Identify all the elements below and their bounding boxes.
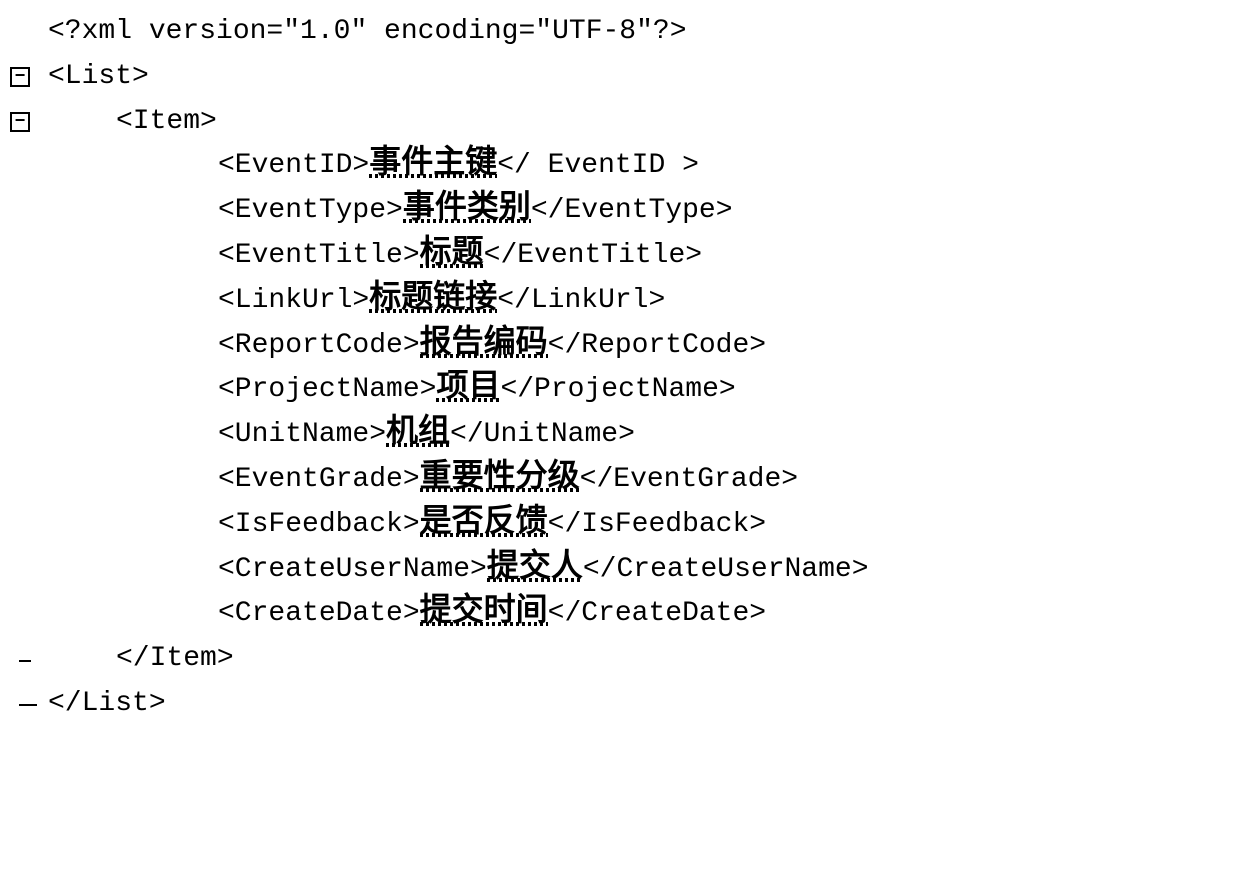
- open-tag: <IsFeedback>: [218, 509, 420, 540]
- xml-field: <CreateDate>提交时间</CreateDate>: [48, 592, 766, 637]
- open-tag: <LinkUrl>: [218, 285, 369, 316]
- xml-field-line: <EventGrade>重要性分级</EventGrade>: [10, 458, 1229, 503]
- item-close-tag: </Item>: [48, 637, 234, 682]
- fold-toggle-list[interactable]: −: [10, 67, 30, 87]
- fold-toggle-item[interactable]: −: [10, 112, 30, 132]
- close-tag: </CreateUserName>: [583, 554, 869, 585]
- xml-field-line: <IsFeedback>是否反馈</IsFeedback>: [10, 503, 1229, 548]
- xml-field-line: <ProjectName>项目</ProjectName>: [10, 368, 1229, 413]
- open-tag: <EventType>: [218, 195, 403, 226]
- xml-field-line: <CreateUserName>提交人</CreateUserName>: [10, 548, 1229, 593]
- open-tag: <ProjectName>: [218, 374, 436, 405]
- xml-field: <IsFeedback>是否反馈</IsFeedback>: [48, 503, 766, 548]
- close-tag: </ProjectName>: [500, 374, 735, 405]
- field-value: 事件主键: [369, 145, 497, 177]
- xml-field-line: <LinkUrl>标题链接</LinkUrl>: [10, 279, 1229, 324]
- open-tag: <EventGrade>: [218, 464, 420, 495]
- xml-field: <ReportCode>报告编码</ReportCode>: [48, 324, 766, 369]
- open-tag: <CreateDate>: [218, 598, 420, 629]
- xml-field-line: <UnitName>机组</UnitName>: [10, 413, 1229, 458]
- close-tag: </EventType>: [531, 195, 733, 226]
- field-value: 提交人: [487, 549, 583, 581]
- item-open-tag: <Item>: [48, 100, 217, 145]
- xml-field: <EventTitle>标题</EventTitle>: [48, 234, 702, 279]
- xml-field: <ProjectName>项目</ProjectName>: [48, 368, 736, 413]
- list-close-tag: </List>: [48, 682, 166, 727]
- field-value: 重要性分级: [420, 459, 580, 491]
- field-value: 标题链接: [369, 280, 497, 312]
- field-value: 项目: [436, 369, 500, 401]
- item-open-line: −<Item>: [10, 100, 1229, 145]
- open-tag: <EventID>: [218, 150, 369, 181]
- list-open-tag: <List>: [48, 55, 149, 100]
- close-tag: </ EventID >: [497, 150, 699, 181]
- item-close-line: </Item>: [10, 637, 1229, 682]
- open-tag: <CreateUserName>: [218, 554, 487, 585]
- field-value: 报告编码: [420, 325, 548, 357]
- xml-field: <EventType>事件类别</EventType>: [48, 189, 733, 234]
- xml-editor: <?xml version="1.0" encoding="UTF-8"?>−<…: [10, 10, 1229, 727]
- xml-field-line: <ReportCode>报告编码</ReportCode>: [10, 324, 1229, 369]
- close-tag: </IsFeedback>: [548, 509, 766, 540]
- field-value: 机组: [386, 414, 450, 446]
- field-value: 事件类别: [403, 190, 531, 222]
- close-tag: </EventGrade>: [580, 464, 798, 495]
- close-tag: </UnitName>: [450, 419, 635, 450]
- xml-declaration: <?xml version="1.0" encoding="UTF-8"?>: [48, 10, 687, 55]
- xml-field-line: <EventTitle>标题</EventTitle>: [10, 234, 1229, 279]
- open-tag: <UnitName>: [218, 419, 386, 450]
- field-value: 标题: [420, 235, 484, 267]
- list-close-line: </List>: [10, 682, 1229, 727]
- list-open-line: −<List>: [10, 55, 1229, 100]
- close-tag: </LinkUrl>: [497, 285, 665, 316]
- xml-field: <CreateUserName>提交人</CreateUserName>: [48, 548, 869, 593]
- gutter: −: [10, 112, 48, 132]
- close-tag: </CreateDate>: [548, 598, 766, 629]
- field-value: 提交时间: [420, 593, 548, 625]
- xml-field-line: <CreateDate>提交时间</CreateDate>: [10, 592, 1229, 637]
- field-value: 是否反馈: [420, 504, 548, 536]
- xml-field: <UnitName>机组</UnitName>: [48, 413, 635, 458]
- gutter: −: [10, 67, 48, 87]
- xml-field-line: <EventType>事件类别</EventType>: [10, 189, 1229, 234]
- close-tag: </EventTitle>: [484, 240, 702, 271]
- xml-field-line: <EventID>事件主键</ EventID >: [10, 144, 1229, 189]
- xml-field: <EventGrade>重要性分级</EventGrade>: [48, 458, 798, 503]
- close-tag: </ReportCode>: [548, 330, 766, 361]
- xml-declaration-line: <?xml version="1.0" encoding="UTF-8"?>: [10, 10, 1229, 55]
- open-tag: <EventTitle>: [218, 240, 420, 271]
- xml-field: <EventID>事件主键</ EventID >: [48, 144, 699, 189]
- open-tag: <ReportCode>: [218, 330, 420, 361]
- xml-field: <LinkUrl>标题链接</LinkUrl>: [48, 279, 665, 324]
